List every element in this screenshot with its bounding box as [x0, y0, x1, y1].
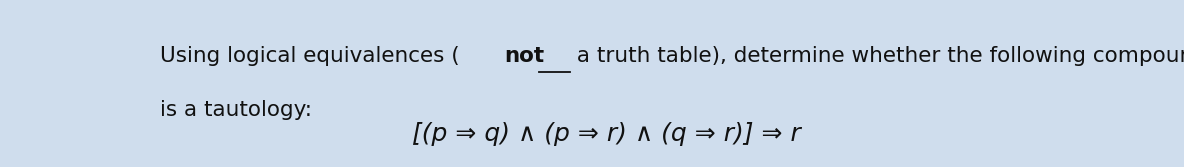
Text: not: not [504, 46, 545, 66]
Text: Using logical equivalences (: Using logical equivalences ( [160, 46, 459, 66]
Text: [(p ⇒ q) ∧ (p ⇒ r) ∧ (q ⇒ r)] ⇒ r: [(p ⇒ q) ∧ (p ⇒ r) ∧ (q ⇒ r)] ⇒ r [412, 122, 802, 146]
Text: a truth table), determine whether the following compound proposition: a truth table), determine whether the fo… [570, 46, 1184, 66]
Text: is a tautology:: is a tautology: [160, 100, 311, 120]
